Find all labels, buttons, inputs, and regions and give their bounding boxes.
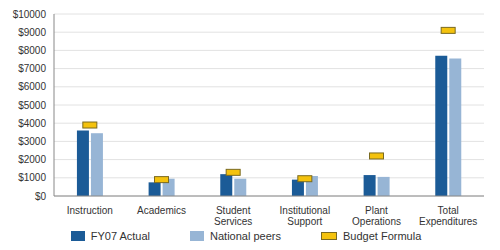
svg-text:$3000: $3000 [18,136,46,147]
html-text:National peers: National peers [210,230,281,242]
html-text:Budget Formula: Budget Formula [343,230,422,242]
html-text:FY07 Actual: FY07 Actual [90,230,151,242]
svg-text:$6000: $6000 [18,81,46,92]
svg-text:$7000: $7000 [18,63,46,74]
svg-text:$9000: $9000 [18,27,46,38]
svg-text:$5000: $5000 [18,100,46,111]
svg-text:$2000: $2000 [18,154,46,165]
svg-text:$1000: $1000 [18,172,46,183]
svg-text:InstitutionalSupport: InstitutionalSupport [280,205,331,227]
svg-text:$8000: $8000 [18,45,46,56]
svg-text:StudentServices: StudentServices [214,205,252,227]
svg-text:TotalExpenditures: TotalExpenditures [419,205,477,227]
svg-text:$4000: $4000 [18,118,46,129]
svg-text:Instruction: Instruction [67,205,113,216]
svg-text:PlantOperations: PlantOperations [352,205,401,227]
svg-text:$0: $0 [35,191,47,202]
svg-text:$10000: $10000 [13,9,47,20]
svg-text:Academics: Academics [137,205,186,216]
